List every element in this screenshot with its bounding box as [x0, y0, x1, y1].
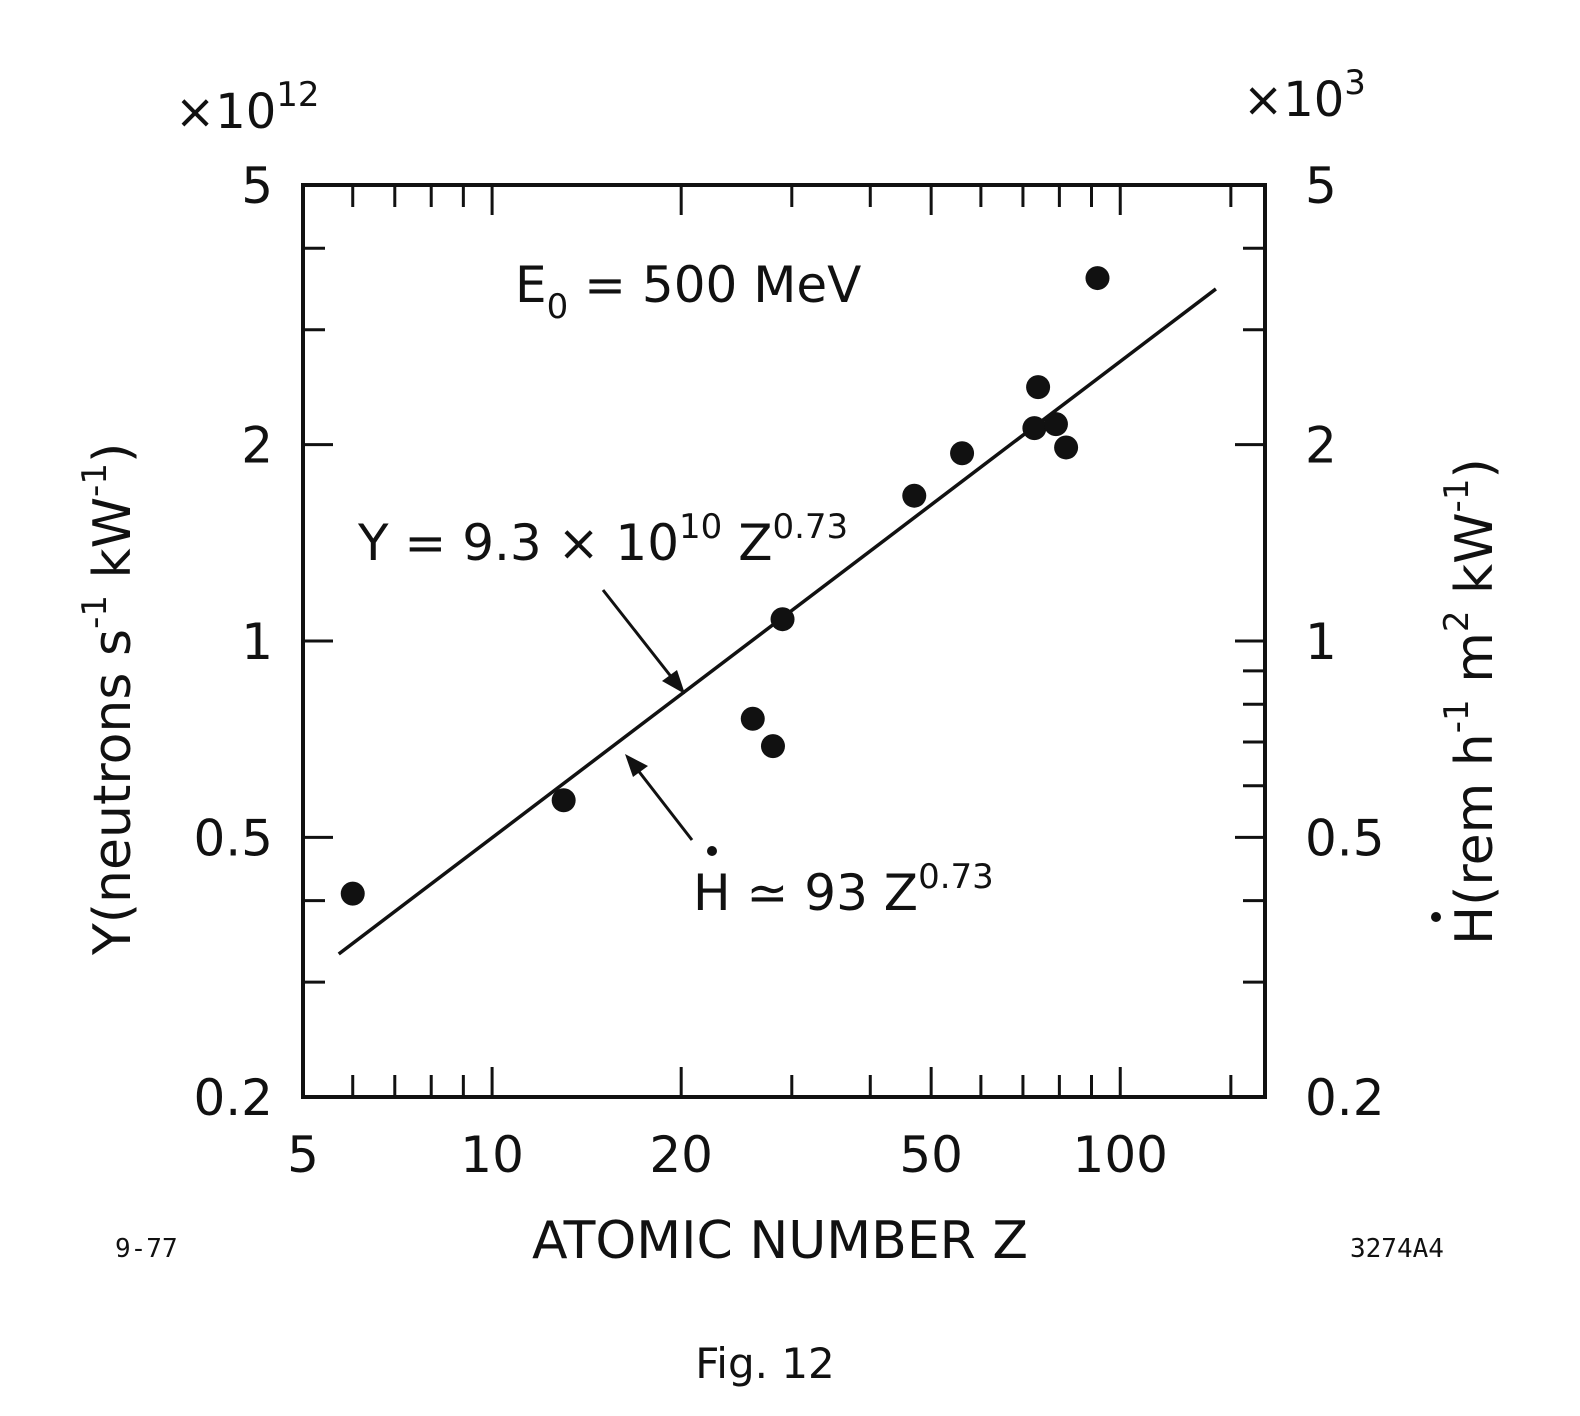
data-point	[740, 706, 765, 731]
data-points	[340, 266, 1110, 906]
y-tick-label-left: 2	[241, 417, 273, 475]
y-axis-title-right: H(rem h-1 m2 kW-1)	[1437, 458, 1505, 945]
data-point	[340, 881, 365, 906]
y-tick-label-right: 5	[1305, 157, 1337, 215]
y-tick-label-right: 0.5	[1305, 809, 1385, 867]
plot-frame	[301, 183, 1267, 1099]
y-tick-label-right: 2	[1305, 417, 1337, 475]
fit-y-arrowhead	[662, 670, 685, 694]
data-point	[770, 607, 795, 632]
energy-annotation: E0 = 500 MeV	[515, 256, 861, 327]
h-dot-annotation	[707, 846, 717, 856]
figure-code: 3274A4	[1350, 1234, 1444, 1264]
data-point	[1026, 375, 1051, 400]
x-tick-label: 5	[287, 1126, 319, 1184]
data-point	[902, 483, 927, 508]
data-point	[950, 441, 975, 466]
data-point	[1085, 266, 1110, 291]
date-code: 9-77	[115, 1234, 178, 1264]
axis-ticks	[303, 185, 1265, 1097]
x-axis-title: ATOMIC NUMBER Z	[532, 1211, 1028, 1271]
y-tick-label-left: 0.5	[193, 809, 273, 867]
x-tick-label: 10	[460, 1126, 524, 1184]
y-tick-label-left: 0.2	[193, 1069, 273, 1127]
data-point	[1022, 416, 1047, 441]
x-tick-label: 50	[899, 1126, 963, 1184]
y-tick-label-right: 1	[1305, 613, 1337, 671]
y-axis-title-left: Y(neutrons s-1 kW-1)	[75, 443, 143, 956]
data-point	[760, 734, 785, 759]
x-tick-label: 20	[649, 1126, 713, 1184]
fit-y-arrow	[601, 589, 682, 689]
y-tick-label-right: 0.2	[1305, 1069, 1385, 1127]
fit-y-annotation: Y = 9.3 × 1010 Z0.73	[357, 507, 848, 572]
right-multiplier: ×103	[1243, 63, 1366, 128]
tick-labels: 5 10 20 50 100 0.2 0.2 0.5 0.5 1 1 2 2 5 5	[193, 157, 1384, 1184]
x-tick-label: 100	[1073, 1126, 1168, 1184]
left-multiplier: ×1012	[175, 75, 320, 140]
figure-caption: Fig. 12	[695, 1339, 835, 1388]
fit-h-arrow	[628, 759, 694, 841]
data-point	[1043, 412, 1068, 437]
y-tick-label-left: 1	[241, 613, 273, 671]
h-dot-right-axis	[1431, 912, 1441, 922]
data-point	[551, 788, 576, 813]
fit-h-annotation: H ≃ 93 Z0.73	[693, 857, 994, 922]
data-point	[1054, 435, 1079, 460]
y-tick-label-left: 5	[241, 157, 273, 215]
fit-h-arrowhead	[625, 754, 648, 777]
